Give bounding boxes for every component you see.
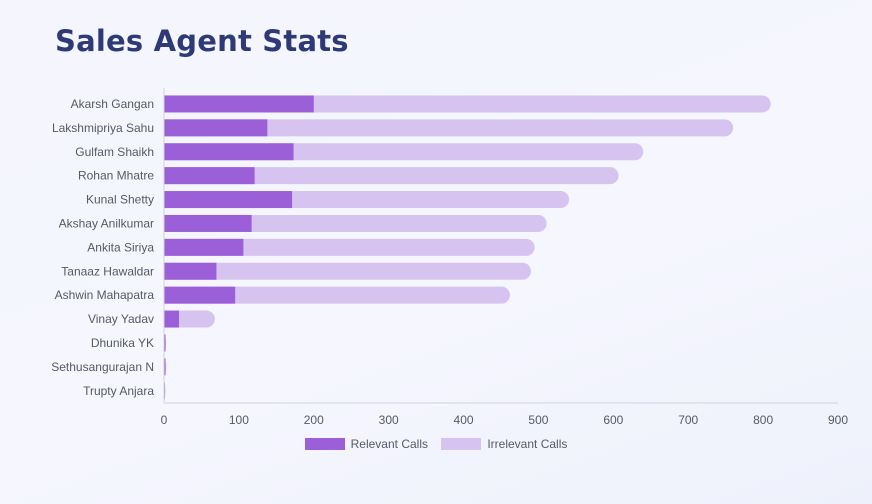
- bar-relevant-calls[interactable]: [164, 238, 244, 256]
- bar-relevant-calls[interactable]: [164, 143, 294, 161]
- category-label: Vinay Yadav: [88, 312, 154, 326]
- category-label: Akarsh Gangan: [71, 97, 154, 111]
- bar-irrelevant-calls[interactable]: [164, 286, 510, 304]
- legend-label-irrelevant: Irrelevant Calls: [487, 437, 568, 451]
- x-tick-label: 900: [828, 413, 848, 427]
- category-label: Sethusangurajan N: [51, 360, 154, 374]
- x-tick-label: 400: [454, 413, 474, 427]
- x-tick-label: 100: [229, 413, 249, 427]
- bar-relevant-calls[interactable]: [164, 167, 255, 185]
- legend-label-relevant: Relevant Calls: [350, 437, 428, 451]
- bar-relevant-calls[interactable]: [164, 358, 166, 376]
- bar-relevant-calls[interactable]: [164, 214, 252, 232]
- chart-title: Sales Agent Stats: [55, 24, 349, 58]
- category-label: Kunal Shetty: [86, 193, 154, 207]
- x-tick-label: 600: [603, 413, 623, 427]
- category-label: Rohan Mhatre: [78, 169, 154, 183]
- category-label: Trupty Anjara: [83, 384, 154, 398]
- bar-irrelevant-calls[interactable]: [164, 167, 619, 185]
- x-tick-label: 500: [528, 413, 548, 427]
- x-axis: 0 100 200 300 400 500 600 700 800 900: [161, 88, 848, 427]
- bar-relevant-calls[interactable]: [164, 310, 179, 328]
- category-labels: Akarsh Gangan Lakshmipriya Sahu Gulfam Sha…: [51, 97, 154, 398]
- bar-irrelevant-calls[interactable]: [164, 238, 535, 256]
- bar-relevant-calls[interactable]: [164, 119, 268, 137]
- x-tick-label: 700: [678, 413, 698, 427]
- bar-irrelevant-calls[interactable]: [164, 119, 734, 137]
- x-tick-label: 200: [304, 413, 324, 427]
- bar-irrelevant-calls[interactable]: [164, 95, 771, 113]
- bar-irrelevant-calls[interactable]: [164, 262, 531, 280]
- category-label: Ankita Siriya: [87, 240, 154, 254]
- legend-swatch-relevant: [304, 438, 345, 450]
- legend-item-irrelevant[interactable]: Irrelevant Calls: [441, 437, 567, 451]
- category-label: Akshay Anilkumar: [59, 216, 154, 230]
- category-label: Gulfam Shaikh: [75, 145, 154, 159]
- bar-relevant-calls[interactable]: [164, 262, 217, 280]
- category-label: Ashwin Mahapatra: [55, 288, 155, 302]
- bar-irrelevant-calls[interactable]: [164, 214, 547, 232]
- legend-swatch-irrelevant: [441, 438, 482, 450]
- category-label: Tanaaz Hawaldar: [61, 264, 154, 278]
- bar-relevant-calls[interactable]: [164, 95, 314, 113]
- bar-relevant-calls[interactable]: [164, 191, 293, 209]
- bars-group: [164, 95, 771, 400]
- x-tick-label: 0: [161, 413, 168, 427]
- x-tick-label: 800: [753, 413, 773, 427]
- category-label: Lakshmipriya Sahu: [52, 121, 154, 135]
- bar-relevant-calls[interactable]: [164, 286, 236, 304]
- legend-item-relevant[interactable]: Relevant Calls: [304, 437, 428, 451]
- legend: Relevant Calls Irrelevant Calls: [0, 437, 872, 453]
- x-tick-label: 300: [379, 413, 399, 427]
- category-label: Dhunika YK: [91, 336, 154, 350]
- bar-relevant-calls[interactable]: [164, 334, 166, 352]
